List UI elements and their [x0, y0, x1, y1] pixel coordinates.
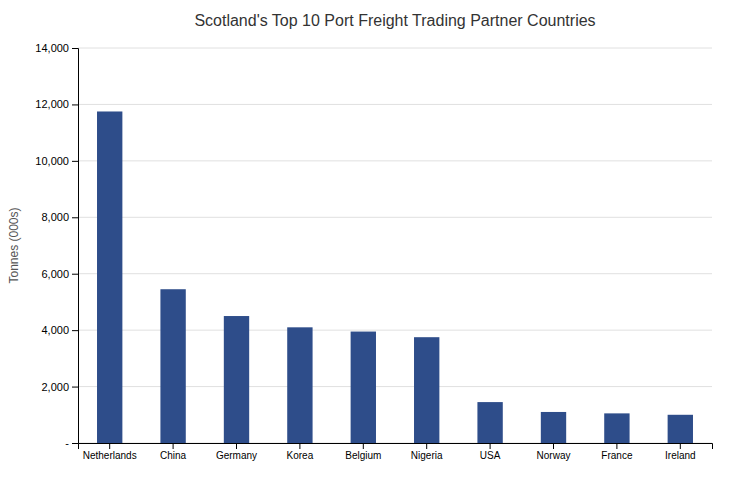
plot: - 2,000 4,000 6,000 8,000 10,000 12,000 14,000 N…	[35, 42, 712, 461]
tick: 8,000	[41, 211, 78, 223]
tick-label: -	[65, 437, 69, 449]
tick-label: Netherlands	[83, 450, 137, 461]
tick-mark	[72, 104, 78, 105]
tick: Germany	[216, 443, 257, 461]
tick-mark	[490, 443, 491, 449]
tick: China	[160, 443, 187, 461]
bar	[287, 327, 312, 443]
bar	[97, 111, 122, 443]
tick: France	[601, 443, 633, 461]
tick: Ireland	[665, 443, 696, 461]
tick-mark	[72, 330, 78, 331]
tick-mark	[299, 443, 300, 449]
bar	[160, 289, 185, 443]
grid-line	[78, 273, 712, 274]
bar	[224, 316, 249, 443]
axis-line	[79, 444, 713, 450]
tick-mark	[72, 161, 78, 162]
tick-mark	[72, 274, 78, 275]
tick-label: France	[601, 450, 633, 461]
tick-mark	[72, 443, 78, 444]
chart: - 2,000 4,000 6,000 8,000 10,000 12,000 14,000 N…	[0, 0, 732, 483]
tick-label: Nigeria	[411, 450, 443, 461]
tick: 2,000	[41, 381, 78, 393]
tick-label: 10,000	[35, 155, 69, 167]
tick-mark	[72, 217, 78, 218]
grid-line	[78, 217, 712, 218]
grid-line	[78, 160, 712, 161]
tick-label: 4,000	[41, 324, 69, 336]
tick-mark	[72, 48, 78, 49]
bar	[414, 337, 439, 443]
x-axis: Netherlands China Germany Korea Belgium Niger…	[79, 443, 713, 461]
tick: -	[65, 437, 78, 449]
tick-label: 2,000	[41, 381, 69, 393]
tick-label: China	[160, 450, 187, 461]
tick-mark	[680, 443, 681, 449]
tick-label: 6,000	[41, 268, 69, 280]
tick: USA	[480, 443, 501, 461]
tick-mark	[109, 443, 110, 449]
tick-mark	[616, 443, 617, 449]
tick-label: Korea	[287, 450, 314, 461]
tick: Nigeria	[411, 443, 443, 461]
y-axis: - 2,000 4,000 6,000 8,000 10,000 12,000 14,000	[35, 42, 78, 449]
tick: 10,000	[35, 155, 78, 167]
tick-mark	[72, 387, 78, 388]
bar	[604, 413, 629, 443]
tick-label: 8,000	[41, 211, 69, 223]
tick: Belgium	[345, 443, 381, 461]
title: Scotland's Top 10 Port Freight Trading P…	[194, 12, 595, 29]
bars	[97, 111, 693, 443]
tick-mark	[173, 443, 174, 449]
tick: Norway	[537, 443, 571, 461]
tick-label: USA	[480, 450, 501, 461]
tick-mark	[236, 443, 237, 449]
tick: Netherlands	[83, 443, 137, 461]
tick-label: Belgium	[345, 450, 381, 461]
bar	[541, 412, 566, 443]
bar	[477, 402, 502, 443]
tick: 6,000	[41, 268, 78, 280]
tick-mark	[426, 443, 427, 449]
tick: 4,000	[41, 324, 78, 336]
tick-label: Germany	[216, 450, 257, 461]
y-axis-label: Tonnes (000s)	[7, 207, 21, 283]
tick-mark	[363, 443, 364, 449]
grid-line	[78, 104, 712, 105]
tick-label: Norway	[537, 450, 571, 461]
tick: Korea	[287, 443, 314, 461]
grid	[78, 48, 712, 443]
bar	[668, 415, 693, 443]
tick: 12,000	[35, 98, 78, 110]
grid-line	[78, 48, 712, 49]
tick-label: 12,000	[35, 98, 69, 110]
bar	[351, 332, 376, 443]
tick-mark	[553, 443, 554, 449]
axis-line	[72, 49, 79, 444]
tick-label: 14,000	[35, 42, 69, 54]
tick-label: Ireland	[665, 450, 696, 461]
tick: 14,000	[35, 42, 78, 54]
